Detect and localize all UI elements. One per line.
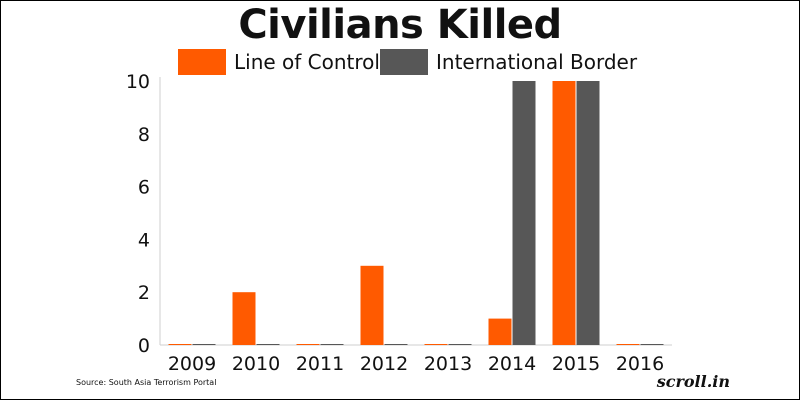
bar-international-border-2010 xyxy=(256,344,280,345)
source-note: Source: South Asia Terrorism Portal xyxy=(76,378,217,387)
bar-line-of-control-2009 xyxy=(168,344,192,345)
y-tick-label: 2 xyxy=(138,282,150,304)
bar-international-border-2013 xyxy=(448,344,472,345)
bar-line-of-control-2016 xyxy=(616,344,640,345)
y-tick-label: 0 xyxy=(138,335,150,357)
legend-item-line-of-control: Line of Control xyxy=(178,48,380,76)
y-tick-label: 8 xyxy=(138,124,150,146)
y-tick-label: 4 xyxy=(138,229,150,251)
bar-international-border-2012 xyxy=(384,344,408,345)
bar-line-of-control-2013 xyxy=(424,344,448,345)
bar-international-border-2015 xyxy=(576,81,600,345)
x-tick-label: 2015 xyxy=(552,353,600,375)
x-tick-label: 2010 xyxy=(232,353,280,375)
legend-swatch-international-border xyxy=(380,49,428,75)
y-tick-label: 10 xyxy=(126,71,150,93)
scroll-logo: scroll.in xyxy=(656,372,730,391)
x-tick-label: 2011 xyxy=(296,353,344,375)
bar-line-of-control-2015 xyxy=(552,81,576,345)
chart-title: Civilians Killed xyxy=(238,2,562,48)
bar-international-border-2011 xyxy=(320,344,344,345)
x-tick-label: 2009 xyxy=(168,353,216,375)
x-tick-label: 2013 xyxy=(424,353,472,375)
legend: Line of Control International Border xyxy=(0,48,800,76)
legend-item-international-border: International Border xyxy=(380,48,637,76)
y-tick-label: 6 xyxy=(138,177,150,199)
bar-international-border-2009 xyxy=(192,344,216,345)
legend-swatch-line-of-control xyxy=(178,49,226,75)
legend-label-international-border: International Border xyxy=(436,50,638,74)
bar-international-border-2014 xyxy=(512,81,536,345)
x-tick-label: 2014 xyxy=(488,353,536,375)
bar-international-border-2016 xyxy=(640,344,664,345)
bar-line-of-control-2011 xyxy=(296,344,320,345)
bar-line-of-control-2012 xyxy=(360,265,384,345)
x-tick-label: 2012 xyxy=(360,353,408,375)
bar-line-of-control-2010 xyxy=(232,292,256,345)
bar-line-of-control-2014 xyxy=(488,318,512,345)
legend-label-line-of-control: Line of Control xyxy=(234,50,380,74)
x-tick-label: 2016 xyxy=(616,353,664,375)
